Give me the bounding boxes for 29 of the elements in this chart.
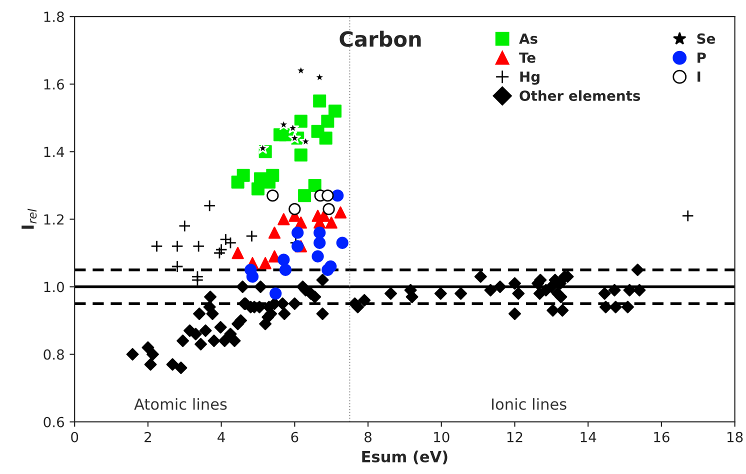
y-tick-label: 1.6: [44, 79, 64, 90]
x-tick-label: 16: [654, 432, 670, 442]
x-axis-title: Esum (eV): [362, 450, 448, 464]
y-tick-label: 1.4: [44, 146, 64, 157]
x-tick-label: 0: [71, 432, 78, 442]
y-tick-label: 1.2: [44, 214, 64, 224]
x-tick-label: 4: [218, 432, 225, 442]
legend-label: I: [698, 72, 700, 82]
x-tick-label: 12: [507, 432, 522, 442]
x-tick-label: 8: [364, 432, 372, 442]
annotation: Ionic lines: [492, 398, 566, 410]
y-tick-label: 1.0: [44, 282, 64, 292]
legend-label: As: [519, 34, 538, 44]
x-tick-label: 10: [434, 432, 450, 442]
x-tick-label: 6: [291, 432, 298, 442]
legend-label: Other elements: [520, 90, 640, 101]
y-tick-label: 0.8: [44, 349, 64, 360]
legend-label: Hg: [520, 72, 540, 85]
y-axis-title: I$_{rel}$: [22, 208, 37, 229]
legend-label: P: [698, 52, 706, 63]
annotation: Atomic lines: [134, 398, 227, 410]
legend-label: Te: [519, 52, 536, 63]
y-tick-label: 0.6: [44, 416, 64, 428]
x-tick-label: 14: [580, 432, 596, 442]
y-tick-label: 1.8: [44, 12, 64, 22]
x-tick-label: 18: [728, 432, 743, 442]
text: Carbon: [340, 30, 421, 47]
x-tick-label: 2: [144, 432, 151, 442]
legend-label: Se: [697, 33, 716, 44]
